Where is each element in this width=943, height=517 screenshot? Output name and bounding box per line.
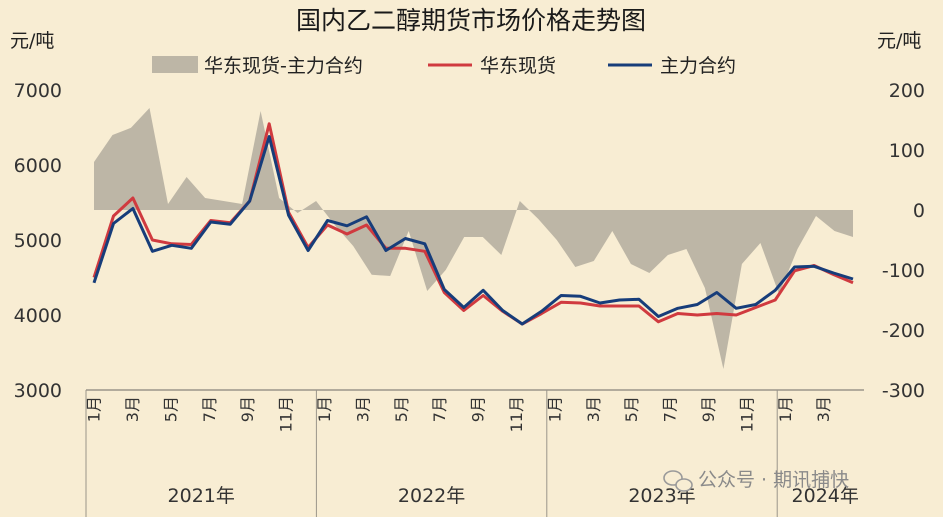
month-label: 7月 [200, 396, 219, 422]
month-label: 3月 [123, 396, 142, 422]
month-label: 7月 [430, 396, 449, 422]
month-label: 11月 [277, 396, 296, 432]
month-label: 3月 [584, 396, 603, 422]
right-tick-label: -300 [882, 380, 925, 402]
month-label: 1月 [545, 396, 564, 422]
basis-area-series [94, 108, 853, 369]
month-label: 1月 [776, 396, 795, 422]
month-label: 3月 [353, 396, 372, 422]
left-tick-label: 7000 [14, 80, 62, 102]
chart-title: 国内乙二醇期货市场价格走势图 [296, 6, 646, 35]
month-labels: 1月 3月 5月 7月 9月 11月 1月 3月 5月 7月 9月 11月 1月 3月 5月 7月 9月 11月 1… [85, 396, 834, 432]
month-label: 5月 [392, 396, 411, 422]
left-tick-label: 4000 [14, 305, 62, 327]
right-tick-label: -100 [882, 260, 925, 282]
legend-swatch-basis [152, 56, 198, 73]
month-label: 9月 [238, 396, 257, 422]
month-label: 5月 [622, 396, 641, 422]
left-tick-label: 3000 [14, 380, 62, 402]
right-axis-ticks: 200 100 0 -100 -200 -300 [882, 80, 925, 402]
year-label: 2022年 [398, 485, 465, 507]
watermark-text: 公众号 · 期讯捕快 [698, 469, 849, 491]
futures-price-line [92, 135, 854, 326]
month-label: 9月 [469, 396, 488, 422]
right-tick-label: -200 [882, 320, 925, 342]
right-tick-label: 200 [889, 80, 925, 102]
left-tick-label: 6000 [14, 155, 62, 177]
right-tick-label: 100 [889, 140, 925, 162]
left-axis-unit: 元/吨 [10, 30, 54, 52]
legend-label-spot: 华东现货 [480, 55, 556, 77]
month-label: 3月 [814, 396, 833, 422]
month-label: 1月 [85, 396, 104, 422]
left-tick-label: 5000 [14, 230, 62, 252]
right-axis-unit: 元/吨 [877, 30, 921, 52]
right-tick-label: 0 [913, 200, 925, 222]
month-label: 7月 [661, 396, 680, 422]
month-label: 9月 [699, 396, 718, 422]
year-label: 2024年 [792, 485, 859, 507]
wechat-icon [663, 470, 693, 492]
month-label: 1月 [315, 396, 334, 422]
legend-label-basis: 华东现货-主力合约 [204, 55, 363, 77]
futures-price-series [92, 135, 854, 326]
watermark: 公众号 · 期讯捕快 [663, 469, 849, 492]
legend: 华东现货-主力合约 华东现货 主力合约 [152, 55, 736, 77]
year-label: 2021年 [168, 485, 235, 507]
basis-area [94, 108, 853, 369]
month-label: 11月 [507, 396, 526, 432]
left-axis-ticks: 7000 6000 5000 4000 3000 [14, 80, 62, 402]
month-label: 5月 [161, 396, 180, 422]
legend-label-futures: 主力合约 [660, 55, 736, 77]
month-label: 11月 [737, 396, 756, 432]
x-axis [85, 389, 864, 517]
